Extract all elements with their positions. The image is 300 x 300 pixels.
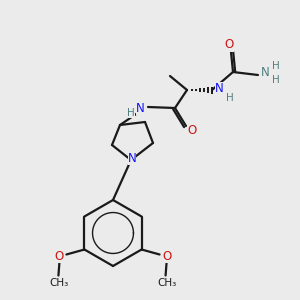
Text: N: N [214,82,224,94]
Text: CH₃: CH₃ [157,278,176,287]
Text: H: H [127,108,135,118]
Text: N: N [128,152,136,164]
Text: H: H [226,93,234,103]
Text: O: O [224,38,234,52]
Text: N: N [136,101,144,115]
Text: O: O [162,250,171,263]
Text: H: H [272,75,280,85]
Text: CH₃: CH₃ [50,278,69,287]
Text: O: O [188,124,196,137]
Text: O: O [55,250,64,263]
Text: N: N [261,67,269,80]
Text: H: H [272,61,280,71]
